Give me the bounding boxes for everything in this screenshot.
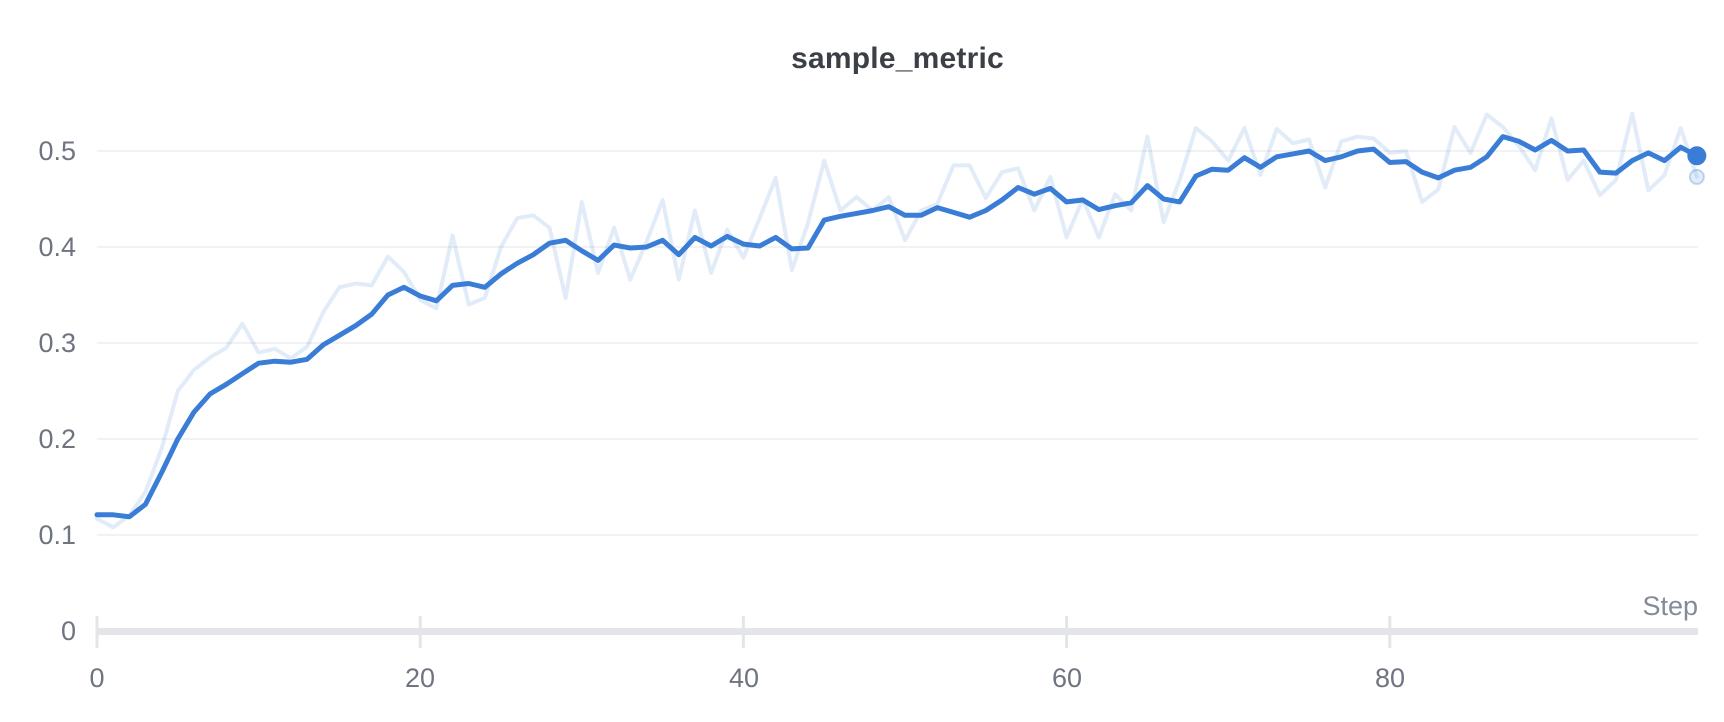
x-axis-title: Step <box>1642 591 1698 621</box>
chart-title: sample_metric <box>791 42 1004 75</box>
smoothed-endpoint-marker <box>1687 146 1707 166</box>
gridlines <box>97 150 1698 536</box>
x-axis-tick-label: 0 <box>89 663 105 693</box>
y-axis-tick-label: 0.4 <box>38 232 76 262</box>
smoothed-metric-line <box>94 134 1700 520</box>
data-series <box>94 111 1707 530</box>
y-axis-tick-label: 0.2 <box>38 424 76 454</box>
y-axis-tick-label: 0.1 <box>38 520 76 550</box>
x-axis-tick-label: 40 <box>728 663 760 693</box>
x-axis-line <box>95 616 1698 648</box>
y-axis-tick-label: 0 <box>60 616 76 646</box>
original-metric-line <box>95 111 1699 530</box>
original-endpoint-marker <box>1688 168 1705 185</box>
x-axis-tick-label: 60 <box>1051 663 1083 693</box>
x-axis-bar <box>97 628 1698 635</box>
x-axis-tick-label: 20 <box>404 663 436 693</box>
y-axis-tick-label: 0.5 <box>38 136 76 166</box>
y-axis-tick-label: 0.3 <box>38 328 76 358</box>
x-axis-tick-label: 80 <box>1374 663 1406 693</box>
